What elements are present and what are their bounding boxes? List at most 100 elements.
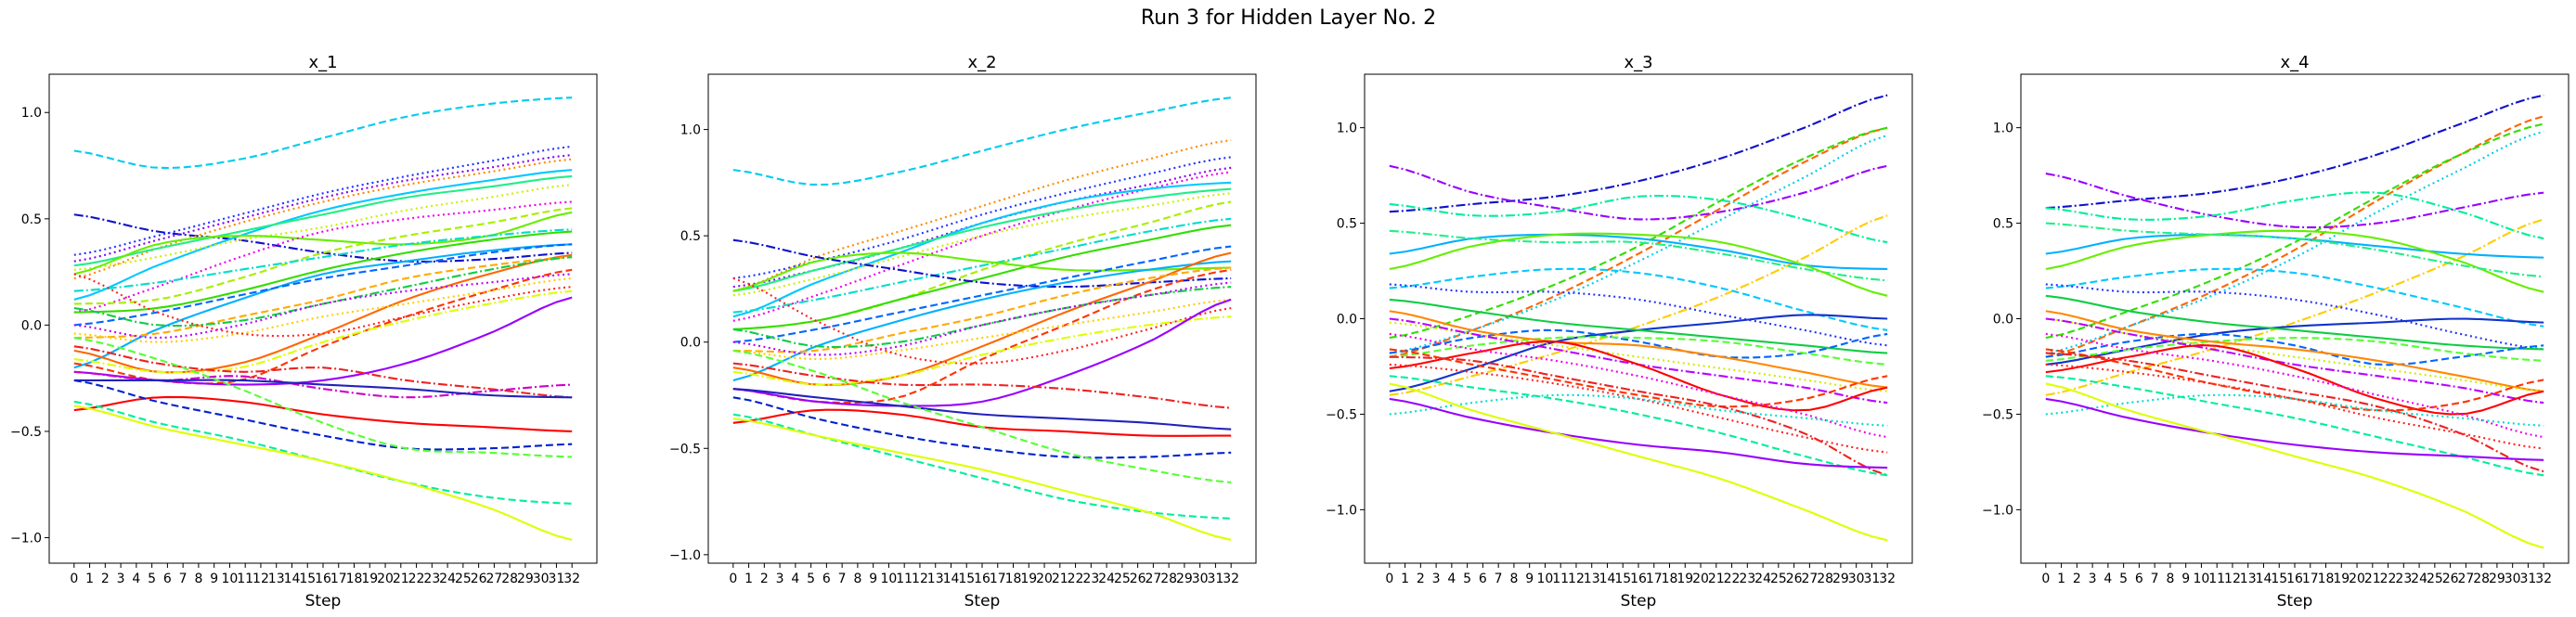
x-tick-label: 18 <box>2318 572 2335 586</box>
x-tick-label: 25 <box>1770 572 1787 586</box>
x-tick-label: 29 <box>517 572 534 586</box>
y-tick-label: −1.0 <box>669 548 701 563</box>
x-tick-label: 14 <box>943 572 960 586</box>
x-tick-label: 10 <box>1537 572 1554 586</box>
series-line-27 <box>1389 397 1888 469</box>
x-axis-label: Step <box>1621 592 1657 611</box>
x-tick-label: 2 <box>760 572 769 586</box>
x-tick-label: 5 <box>148 572 156 586</box>
x-tick-label: 22 <box>2380 572 2397 586</box>
x-tick-label: 12 <box>2224 572 2241 586</box>
series-line-15 <box>73 243 573 327</box>
series-line-4 <box>1389 134 1888 354</box>
x-tick-label: 10 <box>2194 572 2210 586</box>
x-tick-label: 22 <box>1068 572 1084 586</box>
axes-frame <box>707 73 1257 564</box>
x-tick-label: 6 <box>2135 572 2143 586</box>
series-line-1 <box>73 96 573 170</box>
y-tick-label: 0.0 <box>1337 313 1357 328</box>
series-line-29 <box>732 349 1232 483</box>
x-tick-label: 1 <box>744 572 753 586</box>
x-tick-label: 3 <box>1432 572 1441 586</box>
x-tick-label: 25 <box>1114 572 1131 586</box>
x-tick-label: 10 <box>881 572 898 586</box>
x-tick-label: 7 <box>1495 572 1503 586</box>
series-line-21 <box>73 276 573 343</box>
series-line-19 <box>732 286 1232 349</box>
series-line-2 <box>2045 115 2544 358</box>
y-tick-label: 1.0 <box>1993 122 2013 136</box>
x-tick-label: 8 <box>2166 572 2174 586</box>
series-line-18 <box>732 266 1232 353</box>
x-tick-label: 2 <box>2073 572 2081 586</box>
x-tick-label: 13 <box>2240 572 2257 586</box>
x-tick-label: 3 <box>2089 572 2097 586</box>
series-group <box>732 96 1232 541</box>
series-line-26 <box>732 388 1232 431</box>
series-line-6 <box>1389 194 1888 244</box>
y-tick-label: 1.0 <box>1337 122 1357 136</box>
series-line-5 <box>732 171 1232 322</box>
x-tick-label: 21 <box>2364 572 2381 586</box>
x-tick-label: 12 <box>912 572 928 586</box>
x-tick-label: 15 <box>299 572 316 586</box>
x-tick-label: 29 <box>1832 572 1849 586</box>
series-line-27 <box>73 379 573 399</box>
series-line-10 <box>732 217 1232 314</box>
series-line-8 <box>2045 233 2544 259</box>
x-axis-label: Step <box>2277 592 2313 611</box>
x-tick-label: 0 <box>70 572 78 586</box>
x-tick-label: 7 <box>179 572 188 586</box>
x-tick-label: 19 <box>361 572 378 586</box>
x-tick-label: 6 <box>1479 572 1487 586</box>
series-line-20 <box>2045 344 2544 416</box>
series-line-7 <box>73 174 573 267</box>
series-line-25 <box>732 362 1232 409</box>
series-line-12 <box>73 228 573 292</box>
x-tick-label: 21 <box>393 572 409 586</box>
x-tick-label: 11 <box>237 572 253 586</box>
series-line-15 <box>2045 332 2544 366</box>
x-tick-label: 26 <box>1130 572 1146 586</box>
series-line-16 <box>73 253 573 374</box>
x-tick-label: 16 <box>2286 572 2303 586</box>
x-tick-label: 23 <box>423 572 440 586</box>
series-line-32 <box>73 405 573 541</box>
x-tick-label: 32 <box>1223 572 1239 586</box>
x-tick-label: 29 <box>1176 572 1193 586</box>
subplot-title: x_4 <box>2280 53 2309 72</box>
x-tick-label: 26 <box>1786 572 1803 586</box>
x-tick-label: 4 <box>1447 572 1456 586</box>
series-line-18 <box>73 256 573 340</box>
series-line-1 <box>2045 94 2544 210</box>
series-group <box>73 96 573 541</box>
series-line-16 <box>1389 336 1888 366</box>
x-tick-label: 19 <box>1676 572 1693 586</box>
x-tick-label: 20 <box>377 572 394 586</box>
series-line-19 <box>73 256 573 328</box>
series-line-31 <box>732 418 1232 541</box>
x-tick-label: 4 <box>132 572 140 586</box>
x-tick-label: 26 <box>2442 572 2459 586</box>
series-line-2 <box>73 213 573 263</box>
x-tick-label: 9 <box>2181 572 2190 586</box>
series-line-25 <box>73 345 573 399</box>
y-tick-label: 1.0 <box>21 106 42 121</box>
series-line-14 <box>2045 294 2544 351</box>
x-tick-label: 27 <box>2457 572 2474 586</box>
x-tick-label: 13 <box>1584 572 1600 586</box>
x-tick-label: 4 <box>791 572 799 586</box>
x-tick-label: 5 <box>2119 572 2128 586</box>
series-line-3 <box>732 156 1232 280</box>
series-line-23 <box>1389 355 1888 477</box>
x-tick-label: 9 <box>210 572 218 586</box>
series-line-3 <box>1389 126 1888 340</box>
x-tick-label: 15 <box>2271 572 2287 586</box>
series-line-27 <box>2045 397 2544 461</box>
series-group <box>2045 94 2544 549</box>
y-tick-label: 0.5 <box>680 229 701 244</box>
x-tick-label: 19 <box>1020 572 1037 586</box>
x-tick-label: 30 <box>533 572 550 586</box>
x-tick-label: 8 <box>853 572 861 586</box>
series-line-24 <box>732 298 1232 407</box>
